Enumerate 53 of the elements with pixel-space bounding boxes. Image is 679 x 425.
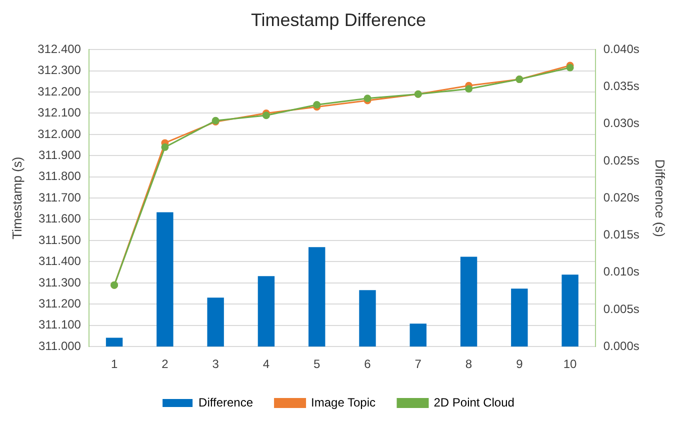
y2-tick-label: 0.005s xyxy=(603,302,640,316)
x-tick-label: 7 xyxy=(414,357,422,372)
y-tick-label: 311.400 xyxy=(38,254,82,268)
bar xyxy=(562,274,578,347)
y2-tick-label: 0.035s xyxy=(603,79,640,94)
y2-tick-label: 0.000s xyxy=(603,338,640,353)
y2-tick-label: 0.040s xyxy=(603,42,640,56)
x-tick-label: 6 xyxy=(364,357,372,372)
y-tick-label: 311.700 xyxy=(38,190,82,204)
bar xyxy=(511,288,528,347)
x-tick-label: 4 xyxy=(262,357,270,372)
chart-title: Timestamp Difference xyxy=(250,10,426,30)
legend-label: Image Topic xyxy=(311,395,376,410)
y-tick-label: 311.500 xyxy=(38,232,82,247)
point xyxy=(262,112,270,120)
y-axis-title: Timestamp (s) xyxy=(9,156,24,240)
y-tick-label: 311.600 xyxy=(38,212,82,226)
x-tick-label: 3 xyxy=(212,357,220,372)
y-tick-label: 312.200 xyxy=(38,84,82,98)
y2-axis-title: Difference (s) xyxy=(652,159,668,237)
bar xyxy=(359,290,376,347)
x-tick-label: 5 xyxy=(314,357,321,372)
point xyxy=(161,143,169,151)
y2-tick-label: 0.015s xyxy=(603,228,640,242)
y2-tick-label: 0.025s xyxy=(603,153,640,168)
bar xyxy=(156,212,174,347)
x-tick-label: 1 xyxy=(110,357,118,372)
y-tick-label: 312.300 xyxy=(38,63,82,78)
y2-tick-label: 0.010s xyxy=(603,264,640,279)
point xyxy=(465,85,473,93)
y-tick-label: 311.300 xyxy=(38,275,82,290)
bar xyxy=(258,276,275,347)
bar xyxy=(106,338,123,347)
x-tick-label: 8 xyxy=(465,357,472,372)
y-tick-label: 311.100 xyxy=(38,318,82,332)
y-tick-label: 312.000 xyxy=(38,126,82,141)
bar xyxy=(207,298,224,347)
y-tick-label: 311.900 xyxy=(38,148,82,162)
y2-tick-label: 0.030s xyxy=(603,116,640,130)
y-tick-label: 312.400 xyxy=(38,42,82,56)
legend-label: 2D Point Cloud xyxy=(434,395,514,410)
bar xyxy=(308,247,326,347)
y-tick-label: 312.100 xyxy=(38,106,82,120)
y-tick-label: 311.800 xyxy=(38,169,82,184)
x-tick-label: 10 xyxy=(563,357,578,372)
y2-tick-label: 0.020s xyxy=(603,190,640,204)
x-tick-label: 2 xyxy=(162,357,169,372)
x-tick-label: 9 xyxy=(516,357,524,372)
bar xyxy=(460,256,478,347)
legend-label: Difference xyxy=(198,395,254,410)
bar xyxy=(410,324,426,347)
y-tick-label: 311.200 xyxy=(38,296,82,310)
y-tick-label: 311.000 xyxy=(38,338,82,353)
